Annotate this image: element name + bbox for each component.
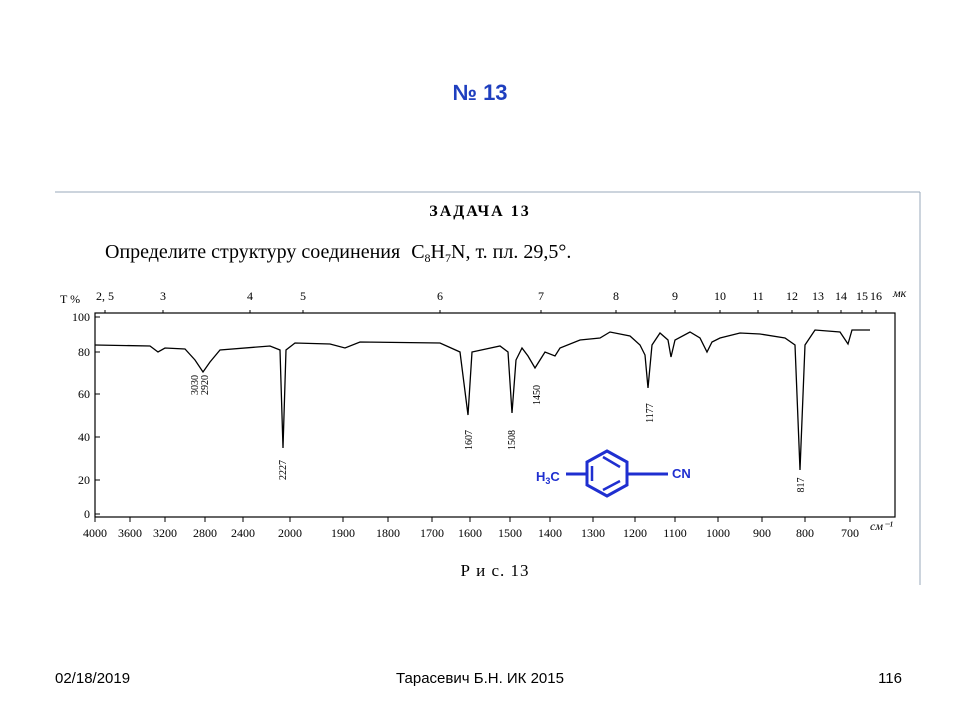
top-tick-label: 10 [714,289,726,303]
nitrile-group: CN [672,466,691,481]
y-tick-label: 100 [72,310,90,324]
bottom-tick-label: 1300 [581,526,605,540]
figure-caption: Р и с. 13 [460,561,529,580]
bottom-tick-label: 900 [753,526,771,540]
top-tick-label: 9 [672,289,678,303]
footer-page: 116 [878,670,902,687]
y-tick-label: 60 [78,387,90,401]
top-tick-label: 16 [870,289,882,303]
formula-sub: 8 [425,251,431,265]
problem-suffix: , т. пл. 29,5°. [465,241,571,263]
plot-frame [94,312,896,518]
top-tick-label: 14 [835,289,847,303]
problem-question: Определите структуру соединения [105,241,400,263]
top-tick-label: 12 [786,289,798,303]
y-tick-label: 80 [78,345,90,359]
peak-label: 2920 [200,375,211,395]
peak-label: 1607 [464,430,475,450]
peak-label: 3030 [190,375,201,395]
bottom-tick-label: 1100 [663,526,687,540]
y-tick-label: 0 [84,507,90,521]
top-unit: мк [892,286,907,300]
slide-title: № 13 [452,80,507,105]
peak-label: 1177 [645,403,656,423]
peak-label: 817 [796,478,807,493]
top-tick-label: 13 [812,289,824,303]
bottom-tick-label: 1200 [623,526,647,540]
top-tick-label: 3 [160,289,166,303]
bottom-tick-label: 800 [796,526,814,540]
atom-sub: 3 [545,476,550,486]
bottom-tick-label: 2400 [231,526,255,540]
bottom-tick-label: 3200 [153,526,177,540]
benzene-ring [585,449,629,498]
bottom-tick-label: 1500 [498,526,522,540]
bottom-tick-label: 700 [841,526,859,540]
problem-heading: ЗАДАЧА 13 [429,203,530,220]
formula-part: N [451,241,465,263]
top-tick-label: 8 [613,289,619,303]
y-tick-label: 20 [78,473,90,487]
bottom-tick-label: 3600 [118,526,142,540]
atom: H [536,469,545,484]
bottom-tick-label: 1600 [458,526,482,540]
bottom-unit: см⁻¹ [870,519,893,533]
bottom-tick-label: 2800 [193,526,217,540]
y-tick-label: 40 [78,430,90,444]
top-tick-label: 7 [538,289,544,303]
bottom-tick-label: 2000 [278,526,302,540]
bottom-tick-label: 1900 [331,526,355,540]
peak-label: 1508 [507,430,518,450]
top-tick-label: 2, 5 [96,289,114,303]
bottom-tick-label: 1400 [538,526,562,540]
formula-part: C [411,241,424,263]
peak-label: 2227 [278,460,289,480]
footer-author: Тарасевич Б.Н. ИК 2015 [396,670,564,687]
peak-label: 1450 [532,385,543,405]
y-axis-label: T % [60,292,80,306]
atom: C [550,469,560,484]
footer-date: 02/18/2019 [55,670,130,687]
top-tick-label: 6 [437,289,443,303]
top-tick-label: 11 [752,289,764,303]
formula-sub: 7 [445,251,451,265]
bottom-tick-label: 1800 [376,526,400,540]
top-tick-label: 15 [856,289,868,303]
top-tick-label: 5 [300,289,306,303]
bottom-tick-label: 4000 [83,526,107,540]
bottom-tick-label: 1000 [706,526,730,540]
problem-text: Определите структуру соединения C8H7N, т… [105,241,571,265]
ring-bond [602,479,621,492]
top-tick-label: 4 [247,289,253,303]
formula-part: H [431,241,445,263]
ring-bond [602,455,621,469]
spectrum-curve [94,329,870,471]
methyl-group: H3C [536,469,560,486]
bottom-tick-label: 1700 [420,526,444,540]
